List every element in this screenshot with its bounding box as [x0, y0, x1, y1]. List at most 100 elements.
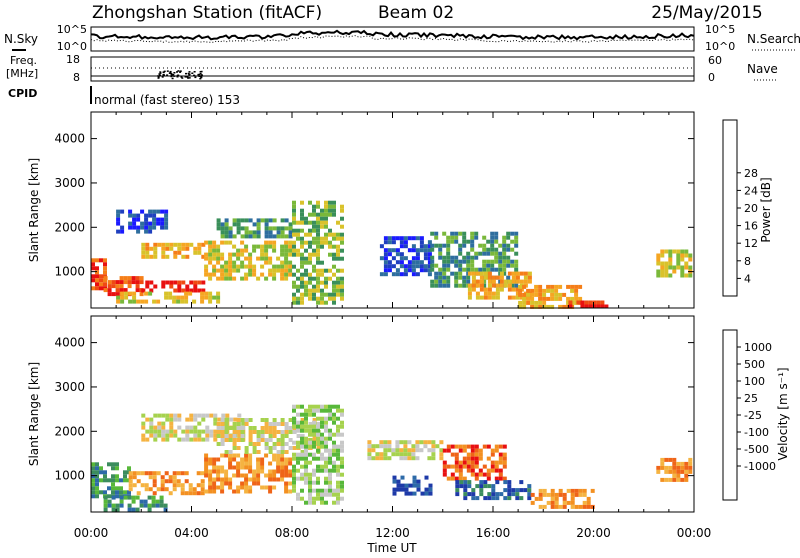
power-cell [264, 244, 269, 249]
velocity-cell [455, 492, 460, 497]
power-cell [252, 230, 257, 235]
power-cell [471, 287, 476, 292]
power-cell [415, 236, 420, 241]
velocity-cell [248, 434, 253, 438]
power-cell [566, 296, 571, 301]
velocity-cell [185, 429, 190, 434]
power-cell [244, 218, 249, 223]
velocity-cell [530, 492, 535, 497]
power-cell [430, 267, 435, 272]
power-cell [115, 280, 120, 285]
velocity-cell [455, 484, 460, 489]
power-cell [236, 222, 241, 227]
velocity-cell [486, 476, 491, 481]
power-cell [107, 284, 112, 289]
power-cell [115, 292, 120, 297]
velocity-cell [467, 480, 472, 485]
velocity-cell [383, 452, 388, 457]
velocity-cell [467, 484, 472, 489]
power-cell [132, 225, 137, 230]
velocity-cell [204, 453, 209, 458]
power-cell [141, 242, 146, 247]
velocity-cell [454, 452, 459, 457]
velocity-cell [131, 499, 136, 504]
velocity-cell [300, 428, 304, 433]
power-cell [220, 264, 225, 269]
power-cell [467, 291, 472, 296]
velocity-cell [332, 440, 336, 445]
power-cell [148, 213, 153, 218]
velocity-cell [324, 448, 328, 453]
power-cell [328, 296, 332, 301]
power-cell [181, 254, 186, 259]
power-cell [514, 235, 519, 240]
velocity-cell [375, 444, 380, 449]
power-cell [507, 279, 512, 284]
velocity-cell [308, 404, 312, 409]
velocity-cell [324, 480, 328, 485]
velocity-cell [139, 499, 144, 504]
power-cell [336, 236, 340, 241]
velocity-cell [123, 490, 127, 495]
power-cell [336, 276, 340, 281]
power-cell [256, 222, 261, 227]
velocity-cell [292, 464, 296, 469]
velocity-cell [392, 487, 397, 492]
power-cell [584, 304, 589, 309]
velocity-cell [688, 465, 693, 470]
velocity-cell [236, 473, 241, 478]
power-cell [411, 260, 416, 265]
power-cell [324, 268, 328, 273]
velocity-cell [240, 457, 245, 462]
x-tick-label: 00:00 [677, 526, 712, 540]
power-cell [592, 304, 597, 309]
velocity-cell [419, 448, 424, 453]
velocity-cell [224, 422, 229, 426]
velocity-cell [128, 483, 133, 488]
velocity-cell [503, 496, 508, 501]
nave-dot [173, 75, 176, 77]
velocity-cell [240, 434, 245, 438]
velocity-cell [304, 468, 308, 473]
power-cell [308, 212, 312, 217]
power-cell [168, 295, 173, 300]
power-cell [169, 280, 174, 285]
power-cell [276, 226, 281, 231]
power-cell [304, 232, 308, 237]
velocity-cell [296, 412, 300, 417]
velocity-cell [292, 488, 296, 493]
power-cell [123, 276, 128, 281]
power-cell [312, 288, 316, 293]
power-cell [475, 279, 480, 284]
power-cell [135, 280, 140, 285]
velocity-cell [400, 475, 405, 480]
power-cell [514, 267, 519, 272]
velocity-cell [161, 437, 166, 442]
power-cell [379, 256, 384, 261]
x-tick-label: 08:00 [275, 526, 310, 540]
power-cell [236, 218, 241, 223]
velocity-cell [478, 452, 483, 457]
velocity-cell [664, 457, 669, 462]
power-cell [119, 280, 124, 285]
velocity-cell [304, 412, 308, 417]
power-cell [280, 276, 285, 281]
nave-dot [163, 70, 166, 73]
power-cell [502, 251, 507, 256]
power-cell [284, 264, 289, 269]
power-cell [542, 300, 547, 305]
velocity-cell [160, 479, 165, 484]
velocity-cell [487, 484, 492, 489]
velocity-cell [236, 426, 241, 430]
velocity-cell [236, 489, 241, 494]
velocity-cell [324, 488, 328, 493]
velocity-cell [139, 503, 144, 508]
velocity-cell [184, 491, 189, 496]
velocity-cell [244, 481, 249, 486]
velocity-cell [542, 504, 547, 509]
velocity-cell [147, 503, 152, 508]
power-cell [320, 288, 324, 293]
velocity-cell [435, 444, 440, 449]
power-cell [570, 284, 575, 289]
power-cell [316, 224, 320, 229]
